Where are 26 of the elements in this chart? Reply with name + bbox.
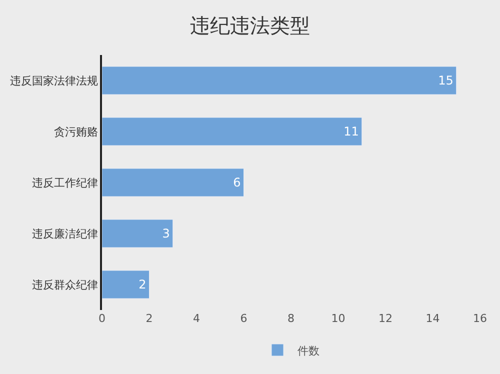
data-label: 15 xyxy=(438,74,454,88)
y-tick-label: 违反廉洁纪律 xyxy=(32,227,98,240)
y-tick-label: 违反工作纪律 xyxy=(32,176,98,190)
bar xyxy=(102,66,457,95)
y-tick-label: 违反群众纪律 xyxy=(32,278,98,292)
bar xyxy=(102,117,362,146)
data-label: 11 xyxy=(344,124,359,139)
x-tick-label: 6 xyxy=(240,312,248,325)
legend-label: 件数 xyxy=(298,344,320,358)
y-tick-label: 贪污贿赂 xyxy=(54,125,98,138)
chart-title: 违纪违法类型 xyxy=(190,14,310,38)
data-label: 2 xyxy=(138,278,146,292)
x-tick-label: 10 xyxy=(331,312,346,325)
x-tick-label: 4 xyxy=(193,312,200,325)
x-tick-label: 14 xyxy=(426,312,440,325)
x-tick-label: 8 xyxy=(288,312,294,325)
data-label: 6 xyxy=(233,176,241,190)
bar xyxy=(102,270,150,299)
x-tick-label: 16 xyxy=(473,312,487,325)
x-tick-label: 2 xyxy=(146,312,153,325)
bar xyxy=(102,219,174,248)
bar xyxy=(102,168,244,197)
x-tick-label: 12 xyxy=(378,312,392,325)
y-tick-label: 违反国家法律法规 xyxy=(10,74,98,88)
data-label: 3 xyxy=(162,226,170,241)
x-tick-label: 0 xyxy=(98,312,106,325)
